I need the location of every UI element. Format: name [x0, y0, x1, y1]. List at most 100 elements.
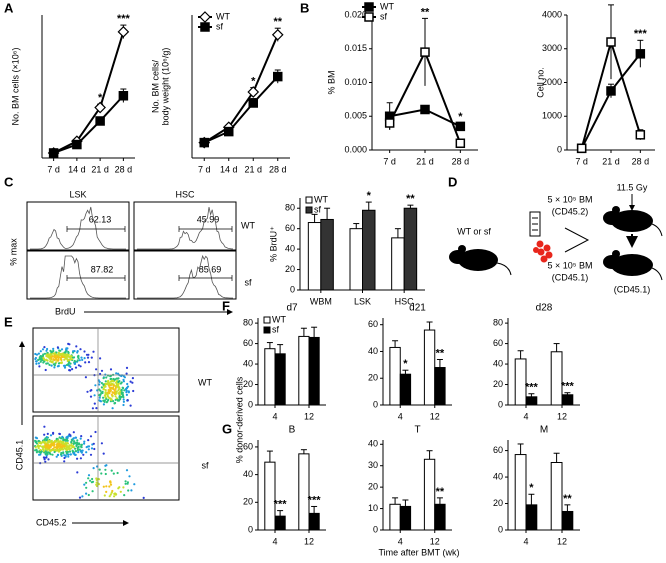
y-tick-label: 80 — [285, 203, 295, 213]
legend-swatch — [305, 206, 313, 214]
dot — [48, 441, 51, 444]
dot — [103, 399, 106, 402]
dot — [60, 348, 64, 351]
dot — [34, 449, 37, 452]
gate-value: 45.99 — [197, 214, 220, 224]
dot — [43, 425, 46, 428]
y-tick-label: 0.010 — [344, 77, 367, 87]
x-tick-label: 14 d — [68, 164, 86, 174]
y-tick-label: 40 — [243, 469, 253, 479]
dot — [100, 391, 103, 394]
marker — [72, 139, 82, 150]
dot — [100, 442, 103, 445]
bar — [514, 358, 527, 406]
dot — [115, 397, 118, 400]
dot — [57, 439, 60, 442]
dot — [123, 376, 126, 379]
dot — [128, 475, 131, 478]
dot — [104, 380, 107, 383]
dot — [114, 398, 117, 401]
dot — [62, 451, 65, 454]
x-tick-label: 14 d — [220, 164, 238, 174]
significance: *** — [634, 28, 648, 40]
dot — [35, 362, 38, 365]
legend-marker — [364, 12, 374, 22]
x-tick-label: 7 d — [383, 156, 396, 166]
y-tick-label: 0 — [290, 284, 295, 294]
bar — [389, 503, 401, 531]
dot — [73, 362, 76, 365]
histogram — [30, 255, 126, 299]
dot — [74, 453, 77, 456]
significance: * — [251, 76, 256, 88]
dot — [119, 396, 122, 399]
panel-label: A — [4, 0, 14, 15]
dot — [76, 449, 80, 452]
dot — [78, 443, 81, 446]
dot — [105, 401, 108, 404]
x-tick-label: 4 — [398, 411, 403, 421]
y-axis-label: Cell no. — [535, 67, 545, 98]
dot — [112, 472, 115, 475]
dot — [56, 355, 59, 358]
x-axis-label: CD45.2 — [36, 517, 67, 527]
dot — [74, 436, 77, 439]
y-tick-label: 3000 — [542, 43, 562, 53]
dot — [39, 448, 42, 452]
legend-swatch — [305, 196, 313, 204]
dot — [35, 353, 39, 356]
bar — [550, 351, 563, 406]
row-label: WT — [198, 377, 212, 387]
dot — [104, 464, 107, 467]
y-tick-label: 0 — [248, 399, 253, 409]
dot — [57, 351, 61, 354]
dot — [108, 485, 111, 488]
dot — [45, 355, 48, 358]
x-tick-label: 4 — [272, 411, 277, 421]
panel-label: G — [222, 421, 232, 436]
marker — [635, 49, 646, 59]
x-tick-label: 4 — [272, 536, 277, 546]
dot — [115, 372, 118, 375]
dot — [110, 491, 113, 494]
dot — [48, 447, 51, 450]
dot — [68, 361, 71, 364]
dot — [106, 383, 109, 386]
dot — [92, 467, 95, 470]
x-tick-label: 28 d — [269, 164, 287, 174]
dot — [112, 400, 115, 403]
dot — [60, 437, 63, 440]
dot — [72, 445, 75, 448]
y-axis-label: No. BM cells/ — [150, 59, 160, 113]
row-label: sf — [244, 277, 252, 287]
significance: * — [367, 190, 372, 202]
dot — [76, 351, 79, 354]
dot — [54, 448, 57, 452]
dot — [122, 400, 125, 403]
dot — [44, 444, 47, 447]
dot — [79, 457, 82, 460]
dot — [83, 442, 86, 445]
dot — [116, 471, 119, 475]
dot — [81, 358, 84, 361]
y-tick-label: 2000 — [542, 77, 562, 87]
marker — [635, 130, 646, 140]
y-axis-label: body weight (10⁶/g) — [160, 48, 170, 126]
dot — [44, 446, 47, 449]
dot — [106, 393, 109, 396]
dot — [110, 398, 113, 401]
dot — [87, 448, 90, 451]
dot — [80, 446, 83, 449]
dot — [110, 377, 113, 380]
dot — [74, 447, 77, 450]
dot — [35, 440, 38, 443]
dot — [91, 477, 94, 481]
dot — [60, 361, 63, 365]
dot — [98, 396, 101, 399]
panel-label: F — [222, 298, 230, 313]
dot — [52, 347, 55, 350]
dot — [68, 358, 71, 361]
bar — [307, 222, 322, 291]
legend-label: sf — [380, 11, 388, 21]
dot — [85, 353, 89, 356]
